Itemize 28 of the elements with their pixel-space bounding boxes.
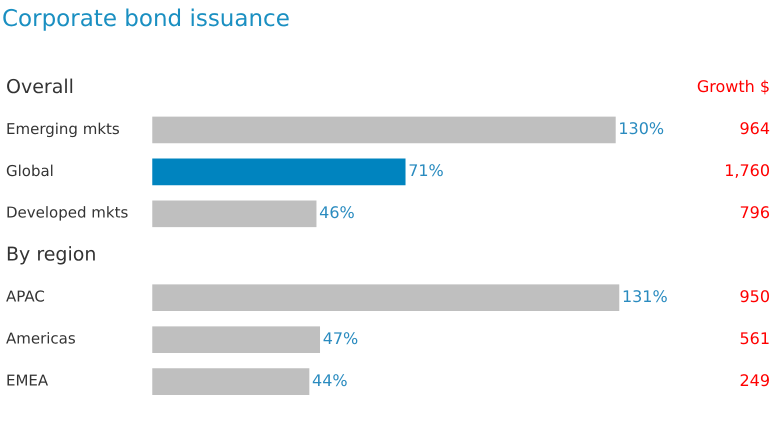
- text: 1,760: [724, 161, 770, 180]
- bar: [152, 326, 320, 354]
- y-tick-label: APAC: [6, 288, 45, 306]
- y-tick-label: Global: [6, 162, 54, 180]
- bar: [152, 116, 616, 144]
- chart-title: Corporate bond issuance: [2, 6, 290, 32]
- y-tick-label: Developed mkts: [6, 204, 128, 222]
- data-label: 47%: [322, 328, 358, 348]
- text: Growth $: [696, 77, 770, 96]
- y-tick-label: Emerging mkts: [6, 120, 120, 138]
- text: 964: [739, 119, 770, 138]
- y-tick-label: By region: [6, 244, 96, 266]
- data-label: 44%: [312, 370, 348, 390]
- data-label: 46%: [319, 202, 355, 222]
- text: 249: [739, 370, 770, 390]
- bar: [152, 368, 310, 395]
- bar: [152, 284, 620, 312]
- y-tick-label: Overall: [6, 76, 74, 98]
- bar: [152, 200, 316, 228]
- y-tick-label: EMEA: [6, 372, 49, 390]
- text: 950: [739, 286, 770, 306]
- data-label: 71%: [408, 161, 444, 180]
- y-tick-label: Americas: [6, 330, 76, 348]
- bar: [152, 158, 406, 186]
- data-label: 131%: [622, 286, 668, 306]
- data-label: 130%: [618, 119, 664, 138]
- text: 561: [739, 328, 770, 348]
- text: 796: [739, 202, 770, 222]
